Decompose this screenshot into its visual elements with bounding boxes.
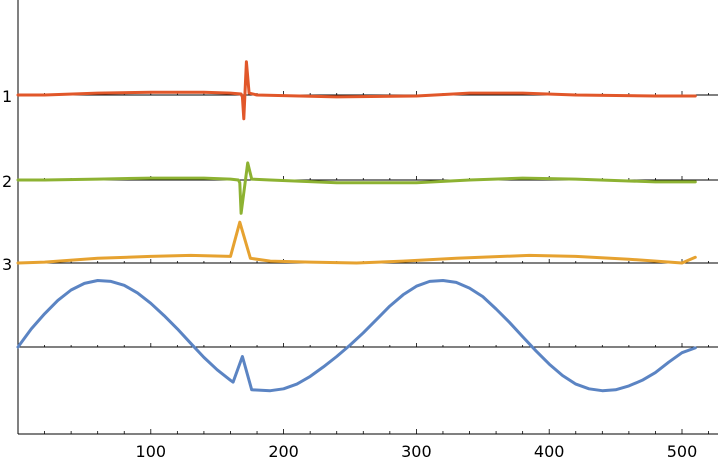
level-label-1: 1 [2, 87, 12, 106]
level-label-2: 2 [2, 172, 12, 191]
x-tick-label-100: 100 [136, 442, 167, 461]
series-line-3 [16, 220, 697, 265]
x-tick-label-200: 200 [268, 442, 299, 461]
level-label-3: 3 [2, 255, 12, 274]
x-tick-label-400: 400 [534, 442, 565, 461]
series-line-1 [16, 60, 697, 121]
x-tick-label-500: 500 [667, 442, 698, 461]
series-line-0 [16, 279, 697, 393]
x-tick-label-300: 300 [401, 442, 432, 461]
series-line-2 [16, 161, 697, 215]
